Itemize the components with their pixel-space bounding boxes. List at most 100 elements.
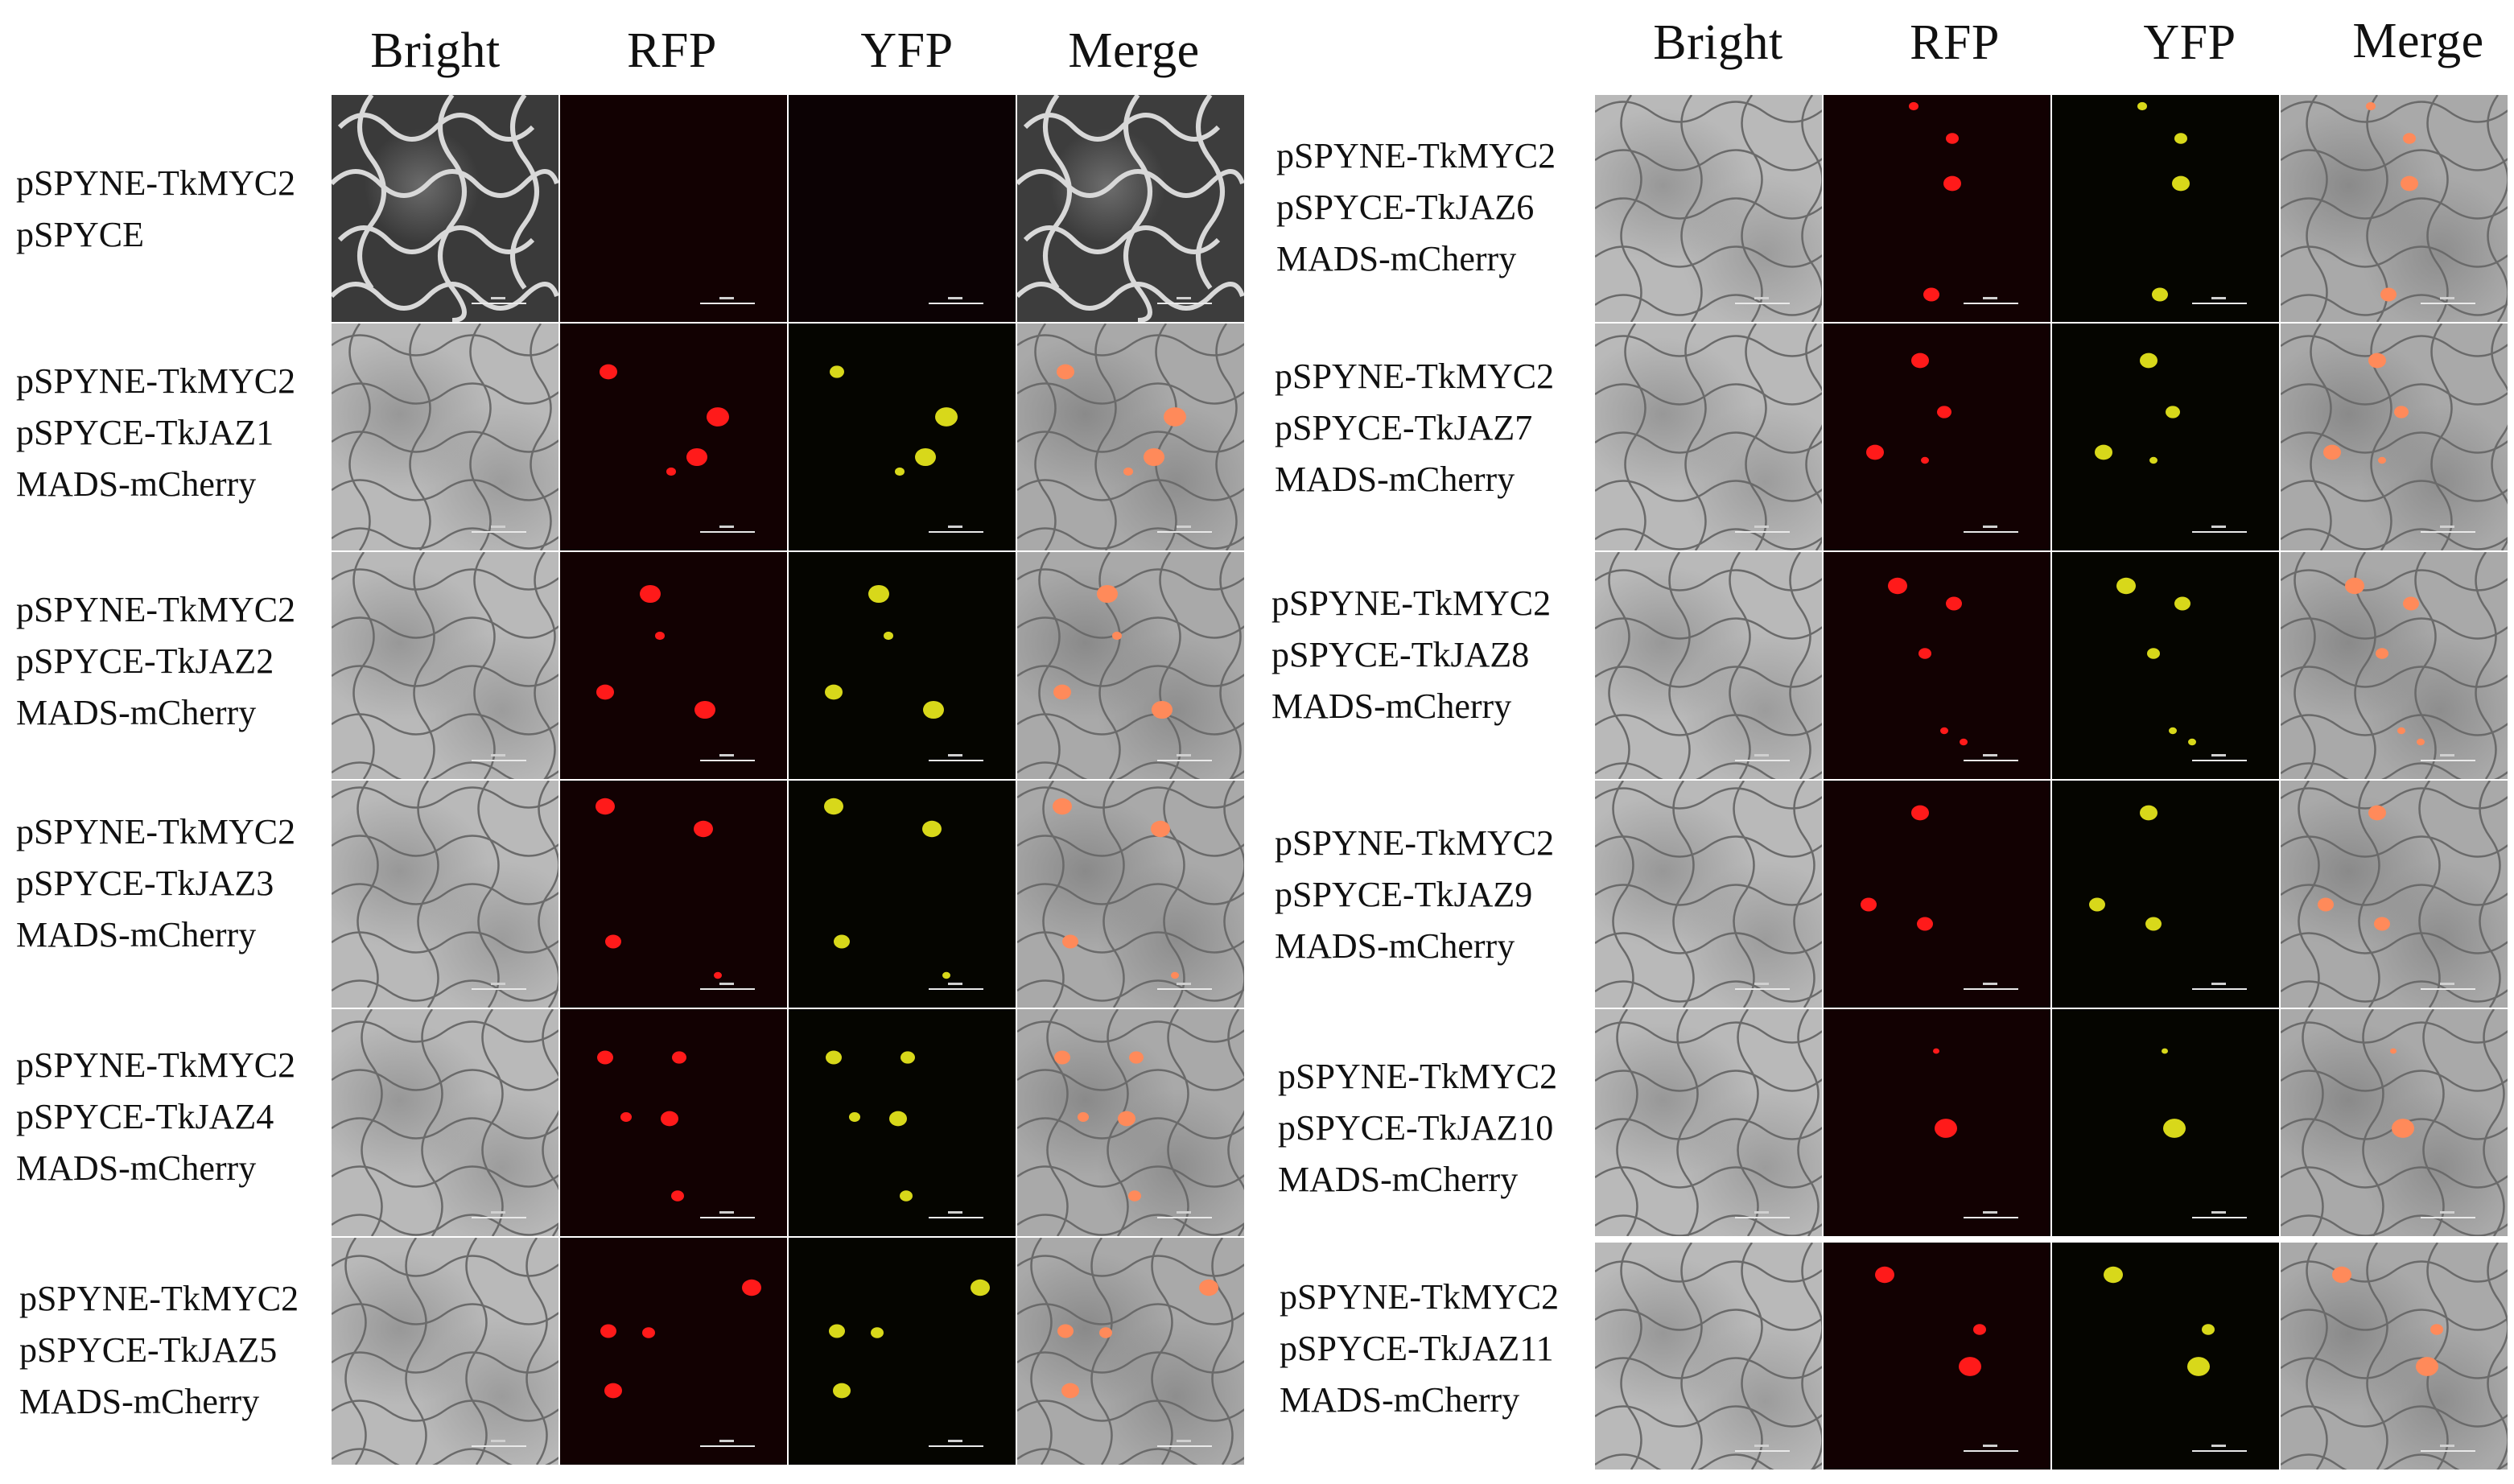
- construct-line: MADS-mCherry: [1275, 926, 1515, 966]
- micrograph-rfp: [560, 552, 787, 779]
- column-header-bright: Bright: [370, 23, 501, 78]
- micrograph-rfp: [560, 1238, 787, 1465]
- cell-outline-group: [332, 1238, 558, 1465]
- nucleus-signal: [671, 1190, 684, 1202]
- nucleus-signal: [2392, 1119, 2414, 1138]
- micrograph-content: [2281, 552, 2508, 779]
- scale-bar: [700, 297, 755, 304]
- construct-line: pSPYNE-TkMYC2: [1276, 136, 1556, 175]
- nucleus-signal: [597, 1050, 613, 1065]
- nucleus-signal: [889, 1111, 907, 1127]
- cell-outline-group: [1017, 552, 1244, 779]
- nucleus-signal: [2095, 444, 2112, 460]
- construct-line: MADS-mCherry: [16, 693, 257, 732]
- scale-bar: [929, 754, 983, 761]
- nucleus-signal: [2145, 917, 2162, 931]
- scale-bar: [1964, 297, 2018, 304]
- nucleus-signal: [895, 467, 905, 476]
- nucleus-signal: [2174, 596, 2190, 611]
- nucleus-signal: [1921, 456, 1929, 464]
- micrograph-content: [332, 324, 558, 550]
- construct-line: pSPYCE-TkJAZ2: [16, 641, 274, 681]
- nucleus-signal: [1164, 407, 1186, 427]
- nucleus-signal: [672, 1051, 686, 1064]
- micrograph-rfp: [1824, 1009, 2050, 1236]
- nucleus-signal: [2366, 101, 2376, 111]
- micrograph-rfp: [560, 781, 787, 1008]
- micrograph-bright: [332, 324, 558, 550]
- cell-outline-group: [2281, 324, 2508, 550]
- construct-line: MADS-mCherry: [1275, 460, 1515, 499]
- nucleus-signal: [596, 684, 614, 700]
- construct-line: pSPYNE-TkMYC2: [16, 163, 296, 203]
- nucleus-signal: [1933, 1048, 1939, 1054]
- micrograph-yfp: [2052, 1243, 2279, 1470]
- nucleus-signal: [942, 971, 950, 979]
- construct-line: pSPYCE-TkJAZ3: [16, 864, 274, 903]
- micrograph-content: [1017, 781, 1244, 1008]
- nucleus-signal: [742, 1279, 761, 1296]
- scale-bar: [929, 983, 983, 990]
- micrograph-content: [1595, 552, 1822, 779]
- construct-line: MADS-mCherry: [16, 915, 257, 954]
- column-header-merge: Merge: [1068, 23, 1200, 78]
- micrograph-content: [1861, 805, 1933, 931]
- micrograph-merge: [2281, 552, 2508, 779]
- scale-bar: [1735, 754, 1790, 761]
- micrograph-content: [2281, 95, 2508, 322]
- scale-bar: [2192, 983, 2247, 990]
- micrograph-content: [1888, 577, 1968, 746]
- scale-bar: [2192, 526, 2247, 533]
- construct-line: pSPYCE-TkJAZ10: [1278, 1108, 1554, 1148]
- construct-line: pSPYNE-TkMYC2: [1278, 1057, 1558, 1096]
- micrograph-merge: [2281, 781, 2508, 1008]
- column-header-bright: Bright: [1653, 15, 1783, 70]
- micrograph-content: [597, 1050, 686, 1202]
- cell-outline-group: [332, 324, 558, 550]
- nucleus-signal: [935, 407, 958, 427]
- micrograph-merge: [1017, 324, 1244, 550]
- nucleus-signal: [1053, 684, 1071, 700]
- nucleus-signal: [1946, 133, 1959, 144]
- cell-outline-group: [2281, 781, 2508, 1008]
- nucleus-signal: [824, 798, 843, 815]
- construct-line: MADS-mCherry: [19, 1382, 260, 1421]
- nucleus-signal: [1054, 1050, 1070, 1065]
- micrograph-content: [332, 552, 558, 779]
- micrograph-rfp: [1824, 324, 2050, 550]
- scale-bar: [2421, 1211, 2475, 1218]
- scale-bar: [700, 754, 755, 761]
- nucleus-signal: [2163, 1119, 2186, 1138]
- nucleus-signal: [2187, 1357, 2210, 1376]
- construct-line: pSPYCE-TkJAZ11: [1280, 1329, 1554, 1368]
- nucleus-signal: [2378, 456, 2386, 464]
- nucleus-signal: [2104, 1266, 2123, 1284]
- construct-line: pSPYNE-TkMYC2: [16, 812, 296, 851]
- nucleus-signal: [2202, 1324, 2215, 1335]
- nucleus-signal: [825, 684, 843, 700]
- nucleus-signal: [1057, 364, 1074, 380]
- nucleus-signal: [2376, 648, 2388, 659]
- micrograph-content: [1933, 1048, 1957, 1138]
- construct-line: pSPYCE-TkJAZ6: [1276, 188, 1535, 227]
- scale-bar: [472, 1211, 526, 1218]
- scale-bar: [1157, 1440, 1212, 1447]
- nucleus-signal: [2368, 352, 2386, 369]
- nucleus-signal: [2162, 1048, 2168, 1054]
- nucleus-signal: [1918, 648, 1931, 659]
- scale-bar: [1157, 297, 1212, 304]
- scale-bar: [1964, 754, 2018, 761]
- nucleus-signal: [834, 934, 850, 949]
- nucleus-signal: [1937, 406, 1951, 418]
- nucleus-signal: [1959, 1357, 1981, 1376]
- micrograph-yfp: [2052, 324, 2279, 550]
- nucleus-signal: [2116, 577, 2136, 595]
- micrograph-bright: [1595, 1243, 1822, 1470]
- micrograph-merge: [2281, 1009, 2508, 1236]
- micrograph-content: [1875, 1266, 1986, 1376]
- nucleus-signal: [1909, 101, 1918, 111]
- micrograph-content: [2281, 1009, 2508, 1236]
- scale-bar: [929, 1211, 983, 1218]
- micrograph-content: [824, 798, 950, 979]
- row-label-left-4: pSPYNE-TkMYC2 pSPYCE-TkJAZ3 MADS-mCherry: [16, 806, 295, 961]
